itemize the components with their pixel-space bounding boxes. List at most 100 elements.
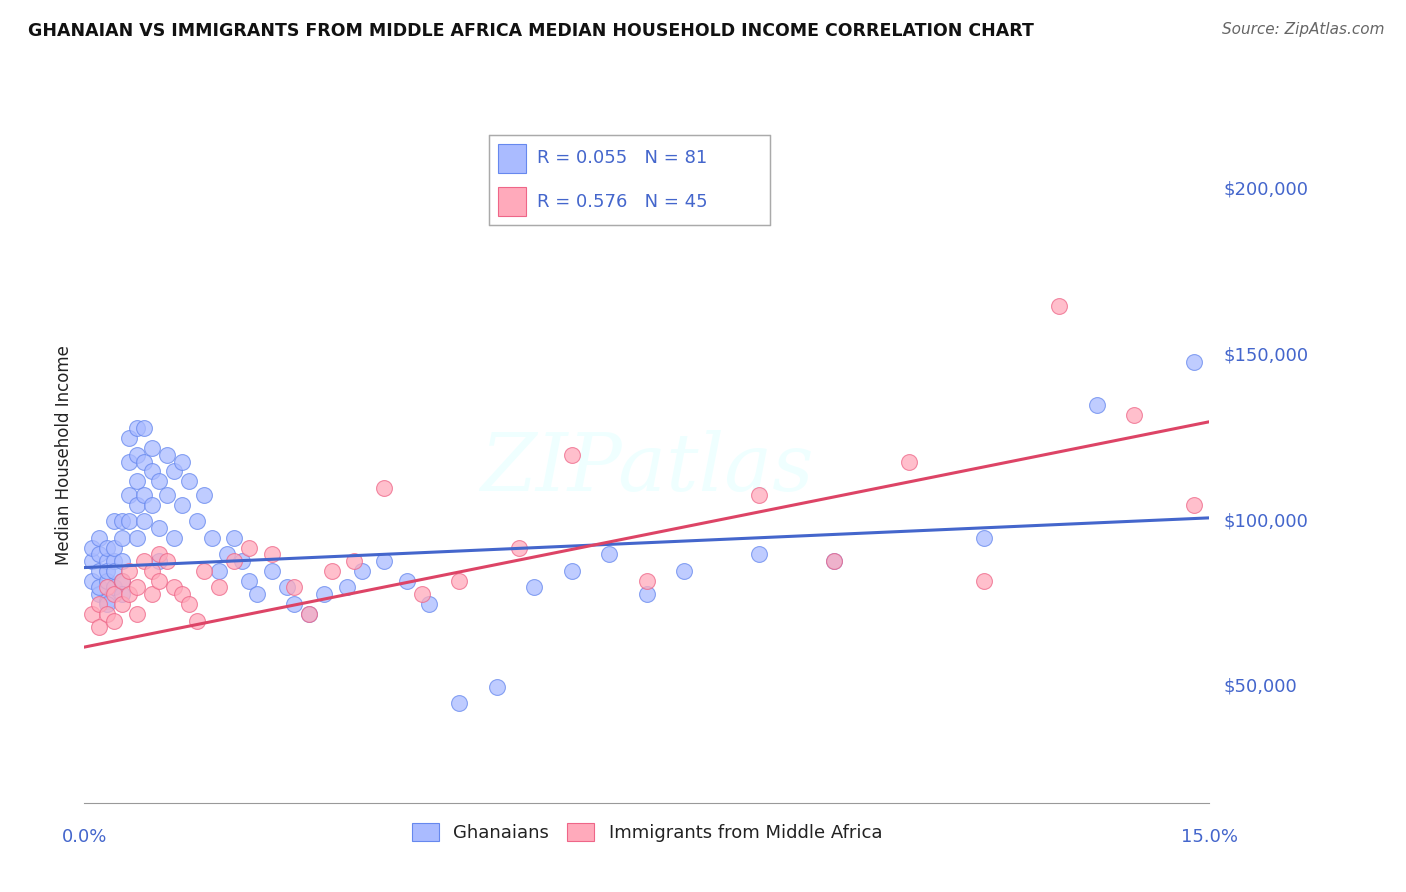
Point	[141, 498, 163, 512]
Point	[973, 574, 995, 588]
Point	[125, 531, 148, 545]
Point	[336, 581, 359, 595]
Point	[170, 498, 193, 512]
Point	[1047, 299, 1070, 313]
Point	[148, 547, 170, 561]
Point	[298, 607, 321, 621]
Point	[148, 475, 170, 489]
Point	[163, 581, 186, 595]
Point	[276, 581, 298, 595]
Point	[111, 574, 134, 588]
Point	[449, 697, 471, 711]
Point	[1182, 498, 1205, 512]
Point	[111, 597, 134, 611]
Point	[80, 607, 103, 621]
Point	[134, 454, 156, 468]
Point	[96, 564, 118, 578]
Point	[1182, 355, 1205, 369]
Point	[103, 514, 125, 528]
Point	[170, 587, 193, 601]
Point	[748, 488, 770, 502]
Point	[141, 465, 163, 479]
Point	[148, 574, 170, 588]
Text: 0.0%: 0.0%	[62, 828, 107, 846]
Point	[148, 521, 170, 535]
Point	[201, 531, 224, 545]
Text: R = 0.055   N = 81: R = 0.055 N = 81	[537, 149, 707, 168]
Point	[80, 541, 103, 555]
Point	[673, 564, 696, 578]
Point	[96, 597, 118, 611]
Point	[598, 547, 620, 561]
Point	[449, 574, 471, 588]
Point	[111, 574, 134, 588]
Text: $100,000: $100,000	[1223, 512, 1308, 530]
Point	[103, 564, 125, 578]
Point	[898, 454, 921, 468]
Point	[748, 547, 770, 561]
Point	[1123, 408, 1146, 422]
Point	[118, 587, 141, 601]
Point	[89, 547, 111, 561]
Point	[111, 514, 134, 528]
Point	[186, 614, 208, 628]
Text: $200,000: $200,000	[1223, 181, 1308, 199]
Point	[89, 581, 111, 595]
Point	[238, 541, 260, 555]
Point	[125, 448, 148, 462]
Bar	[498, 187, 526, 216]
Point	[148, 554, 170, 568]
Point	[96, 574, 118, 588]
Point	[179, 597, 201, 611]
Point	[163, 531, 186, 545]
Point	[96, 593, 118, 607]
Text: $50,000: $50,000	[1223, 678, 1296, 696]
Point	[134, 488, 156, 502]
Text: Source: ZipAtlas.com: Source: ZipAtlas.com	[1222, 22, 1385, 37]
Point	[125, 581, 148, 595]
Point	[103, 587, 125, 601]
Point	[523, 581, 546, 595]
Point	[134, 514, 156, 528]
Point	[103, 554, 125, 568]
Text: ZIPatlas: ZIPatlas	[479, 430, 814, 508]
Point	[224, 531, 246, 545]
Point	[89, 564, 111, 578]
Point	[103, 614, 125, 628]
Point	[134, 554, 156, 568]
Point	[156, 488, 179, 502]
Point	[118, 488, 141, 502]
Point	[96, 554, 118, 568]
Point	[238, 574, 260, 588]
Point	[1085, 398, 1108, 412]
Point	[321, 564, 343, 578]
Point	[373, 481, 395, 495]
Point	[163, 465, 186, 479]
Point	[231, 554, 253, 568]
Point	[411, 587, 433, 601]
Point	[179, 475, 201, 489]
Point	[96, 607, 118, 621]
Point	[89, 587, 111, 601]
Point	[111, 587, 134, 601]
Point	[193, 564, 215, 578]
Point	[260, 564, 283, 578]
Point	[246, 587, 269, 601]
Point	[118, 564, 141, 578]
Point	[298, 607, 321, 621]
Point	[118, 514, 141, 528]
Y-axis label: Median Household Income: Median Household Income	[55, 345, 73, 565]
Point	[103, 581, 125, 595]
Text: GHANAIAN VS IMMIGRANTS FROM MIDDLE AFRICA MEDIAN HOUSEHOLD INCOME CORRELATION CH: GHANAIAN VS IMMIGRANTS FROM MIDDLE AFRIC…	[28, 22, 1033, 40]
Point	[636, 574, 658, 588]
Text: R = 0.576   N = 45: R = 0.576 N = 45	[537, 193, 707, 211]
Point	[96, 581, 118, 595]
Point	[186, 514, 208, 528]
Point	[141, 564, 163, 578]
Point	[561, 448, 583, 462]
Point	[260, 547, 283, 561]
Point	[89, 531, 111, 545]
Point	[350, 564, 373, 578]
Point	[283, 581, 305, 595]
Point	[125, 475, 148, 489]
